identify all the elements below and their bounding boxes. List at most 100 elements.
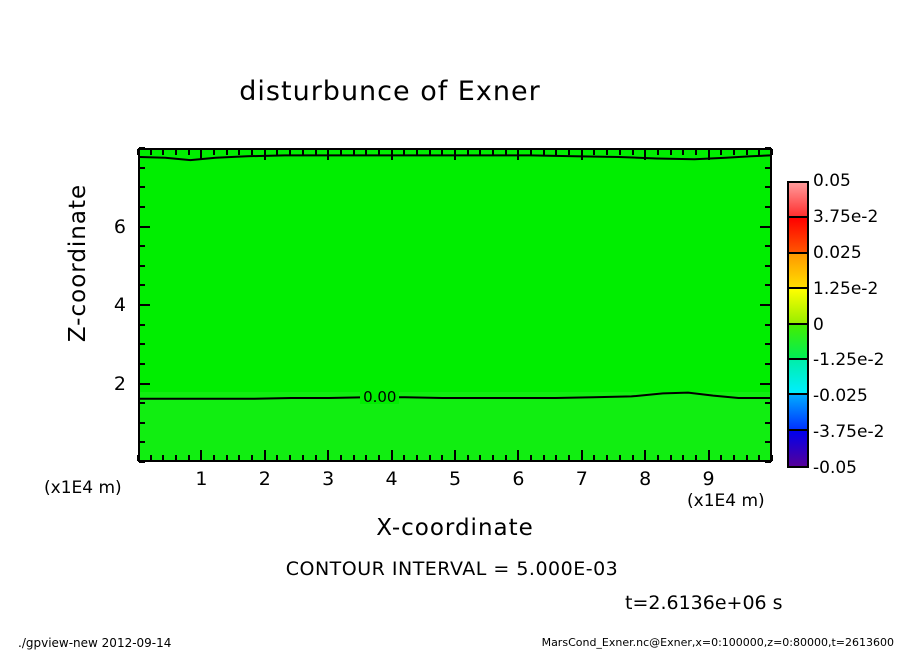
x-minor-tick-top: [162, 149, 165, 155]
y-minor-tick: [139, 205, 145, 208]
x-minor-tick: [530, 455, 533, 461]
contour-lines: [140, 150, 770, 460]
x-minor-tick-top: [745, 149, 748, 155]
y-major-tick: [139, 225, 150, 228]
y-minor-tick-right: [765, 323, 771, 326]
colorbar-tick-label: 0.025: [813, 242, 862, 263]
x-minor-tick-top: [682, 149, 685, 155]
x-minor-tick-top: [251, 149, 254, 155]
colorbar-band: [789, 183, 807, 219]
x-major-tick-top: [390, 149, 393, 160]
contour-interval-text: CONTOUR INTERVAL = 5.000E-03: [285, 558, 619, 580]
y-minor-tick: [139, 421, 145, 424]
x-major-tick-top: [263, 149, 266, 160]
footer-right-text: MarsCond_Exner.nc@Exner,x=0:100000,z=0:8…: [541, 636, 894, 649]
x-minor-tick-top: [137, 149, 139, 155]
footer-left-text: ./gpview-new 2012-09-14: [18, 636, 172, 650]
x-minor-tick: [504, 455, 507, 461]
x-minor-tick: [162, 455, 165, 461]
x-minor-tick-top: [441, 149, 444, 155]
x-major-tick: [644, 450, 647, 461]
x-minor-tick-top: [555, 149, 558, 155]
x-minor-tick: [251, 455, 254, 461]
x-minor-tick: [301, 455, 304, 461]
y-minor-tick-right: [765, 245, 771, 248]
fill-region-below-zero: [140, 391, 770, 460]
x-minor-tick: [175, 455, 178, 461]
x-minor-tick-top: [732, 149, 735, 155]
y-major-tick-right: [760, 304, 771, 306]
x-minor-tick-top: [314, 149, 317, 155]
zero-contour-lower: [140, 393, 770, 399]
x-major-tick: [263, 450, 266, 461]
x-major-tick: [517, 450, 520, 461]
x-major-tick: [454, 450, 456, 461]
x-axis-unit-left: (x1E4 m): [44, 478, 122, 498]
x-tick-label: 9: [702, 468, 715, 490]
x-minor-tick: [403, 455, 406, 461]
x-tick-label: 5: [448, 468, 462, 490]
x-major-tick: [707, 450, 710, 461]
colorbar-band: [789, 395, 807, 431]
colorbar-tick-label: -1.25e-2: [813, 350, 885, 371]
page-title: disturbunce of Exner: [239, 76, 541, 107]
x-minor-tick: [606, 455, 609, 461]
x-minor-tick: [631, 455, 634, 461]
colorbar-band: [789, 218, 807, 254]
colorbar-tick-label: -0.025: [813, 386, 868, 407]
x-minor-tick-top: [339, 149, 342, 155]
x-minor-tick: [771, 455, 773, 461]
colorbar-tick-label: -3.75e-2: [813, 422, 885, 443]
y-minor-tick-right: [765, 147, 771, 149]
x-minor-tick-top: [149, 149, 152, 155]
x-minor-tick-top: [352, 149, 355, 155]
x-minor-tick: [656, 455, 659, 461]
y-minor-tick: [139, 323, 145, 326]
x-minor-tick-top: [593, 149, 596, 155]
x-minor-tick: [352, 455, 355, 461]
x-tick-label: 1: [195, 468, 208, 490]
x-minor-tick-top: [301, 149, 304, 155]
x-minor-tick-top: [225, 149, 228, 155]
colorbar-tick-label: -0.05: [813, 458, 857, 478]
y-tick-label: 6: [113, 215, 126, 238]
colorbar-band: [789, 359, 807, 396]
x-minor-tick: [365, 455, 368, 461]
x-minor-tick: [339, 455, 342, 461]
y-minor-tick-right: [765, 461, 771, 463]
x-tick-label: 7: [575, 468, 588, 490]
y-minor-tick-right: [765, 421, 771, 424]
x-minor-tick-top: [175, 149, 178, 155]
y-minor-tick: [139, 362, 145, 365]
x-tick-label: 6: [512, 468, 525, 490]
x-tick-label: 2: [258, 468, 271, 490]
y-major-tick-right: [760, 382, 771, 385]
y-minor-tick: [139, 402, 145, 405]
x-minor-tick-top: [428, 149, 431, 155]
x-minor-tick: [289, 455, 292, 461]
x-major-tick: [390, 450, 393, 461]
fill-region-above-zero: [140, 150, 770, 392]
x-major-tick-top: [580, 149, 583, 160]
x-minor-tick: [225, 455, 228, 461]
x-major-tick: [200, 450, 203, 461]
plot-area: [138, 148, 772, 462]
y-axis-title: Z-coordinate: [65, 183, 91, 343]
x-minor-tick: [377, 455, 380, 461]
x-major-tick: [580, 450, 583, 461]
x-minor-tick: [492, 455, 495, 461]
x-minor-tick: [568, 455, 571, 461]
x-tick-label: 4: [385, 468, 398, 490]
colorbar-band: [789, 430, 807, 466]
x-minor-tick-top: [504, 149, 507, 155]
x-minor-tick-top: [187, 149, 190, 155]
x-minor-tick-top: [694, 149, 697, 155]
x-minor-tick: [720, 455, 723, 461]
x-minor-tick: [276, 455, 279, 461]
time-stamp-text: t=2.6136e+06 s: [625, 592, 783, 614]
x-minor-tick-top: [542, 149, 545, 155]
colorbar: [787, 181, 809, 468]
x-minor-tick-top: [479, 149, 482, 155]
colorbar-band: [789, 289, 807, 325]
x-minor-tick-top: [415, 149, 418, 155]
